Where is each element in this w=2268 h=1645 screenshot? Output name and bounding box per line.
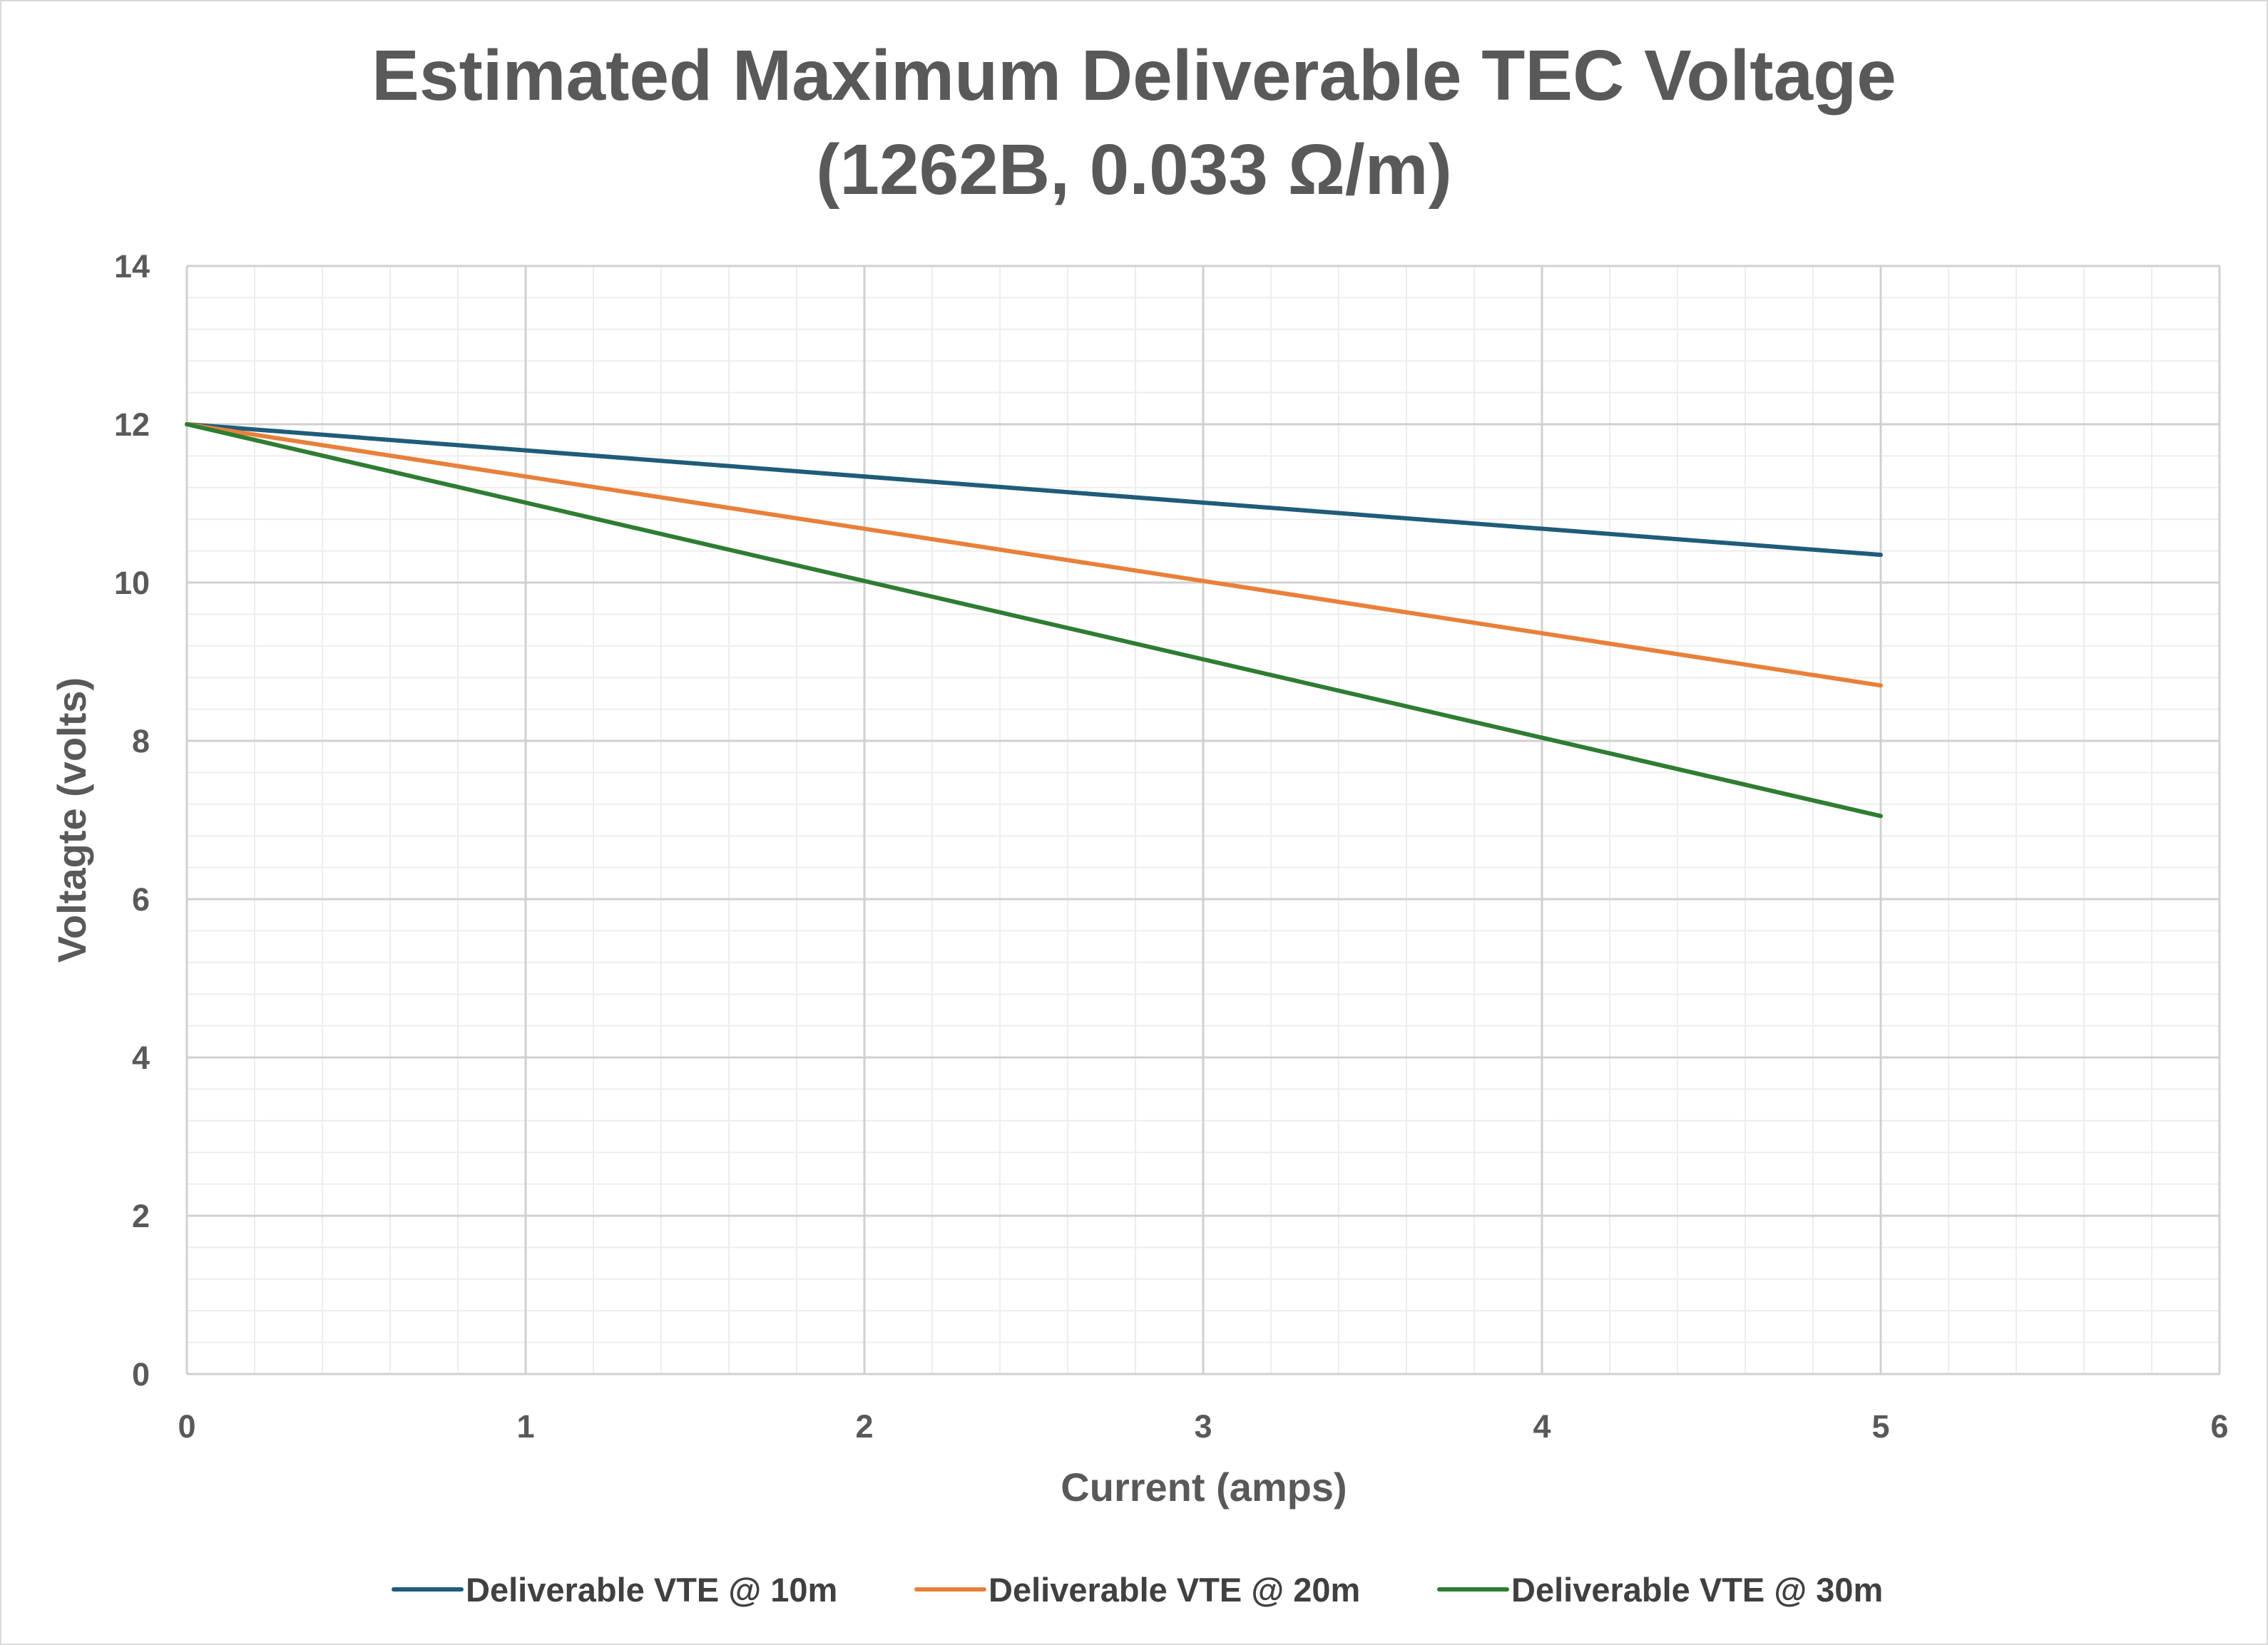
- y-tick-label: 12: [114, 406, 150, 443]
- y-tick-label: 10: [114, 565, 150, 601]
- x-tick-label: 3: [1194, 1408, 1212, 1445]
- y-tick-label: 0: [132, 1356, 150, 1393]
- chart-subtitle: (1262B, 0.033 Ω/m): [816, 130, 1452, 210]
- chart-title: Estimated Maximum Deliverable TEC Voltag…: [0, 29, 2268, 217]
- x-tick-label: 0: [178, 1408, 195, 1445]
- series-line-2: [185, 422, 1883, 688]
- y-tick-label: 6: [132, 881, 150, 918]
- y-axis-ticks: 0 2 4 6 8 10 12 14: [114, 248, 150, 1393]
- series-line-3: [185, 422, 1883, 819]
- x-axis-title: Current (amps): [1061, 1465, 1347, 1510]
- chart-title-line1: Estimated Maximum Deliverable TEC Voltag…: [372, 36, 1896, 116]
- y-tick-label: 8: [132, 723, 150, 759]
- x-tick-label: 2: [855, 1408, 873, 1445]
- x-tick-label: 6: [2210, 1408, 2228, 1445]
- y-axis-title: Voltagte (volts): [49, 677, 94, 963]
- y-tick-label: 2: [132, 1198, 150, 1234]
- legend: Deliverable VTE @ 10m Deliverable VTE @ 2…: [392, 1571, 1883, 1609]
- x-tick-label: 1: [516, 1408, 534, 1445]
- series-line-1: [185, 422, 1883, 558]
- legend-label-1: Deliverable VTE @ 10m: [466, 1571, 837, 1609]
- y-tick-label: 14: [114, 248, 150, 285]
- series-lines: [185, 422, 1883, 819]
- x-axis-ticks: 0 1 2 3 4 5 6: [178, 1408, 2228, 1445]
- legend-label-2: Deliverable VTE @ 20m: [989, 1571, 1360, 1609]
- x-tick-label: 4: [1533, 1408, 1551, 1445]
- legend-label-3: Deliverable VTE @ 30m: [1511, 1571, 1883, 1609]
- major-gridlines: [185, 265, 2221, 1375]
- x-tick-label: 5: [1871, 1408, 1889, 1445]
- y-tick-label: 4: [132, 1040, 150, 1076]
